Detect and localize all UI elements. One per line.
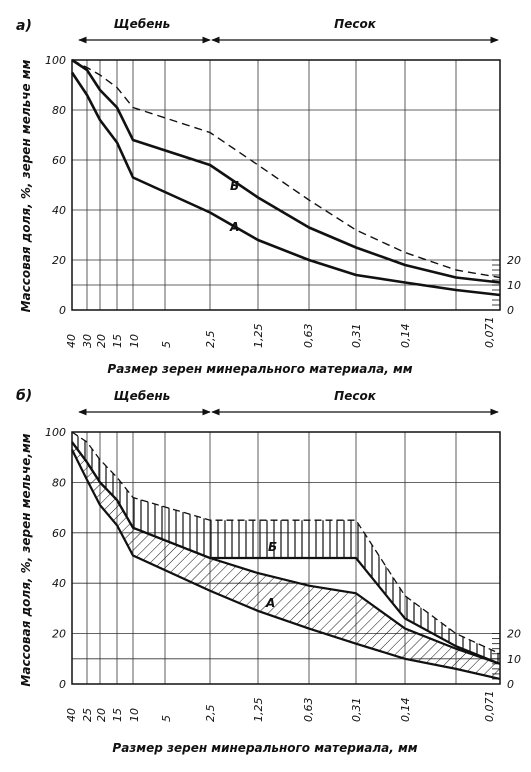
panel-b-ytick-0: 0 bbox=[59, 678, 66, 691]
panel-a-xtick-11: 0,071 bbox=[483, 317, 496, 349]
panel-b-frame bbox=[71, 431, 501, 685]
panel-a-xtick-6: 2,5 bbox=[204, 331, 217, 349]
panel-b-region-gravel: Щебень bbox=[114, 389, 170, 403]
panel-b-ytick-80: 80 bbox=[52, 476, 66, 489]
panel-b: б) Щебень Песок 0 20 40 60 80 100 0 10 2… bbox=[16, 388, 521, 755]
panel-a-ytick-20: 20 bbox=[52, 254, 66, 267]
panel-a-ytick-100: 100 bbox=[45, 54, 66, 67]
panel-a-y-axis-title: Массовая доля, %, зерен мельче мм bbox=[19, 59, 33, 312]
panel-a-xtick-4: 10 bbox=[128, 334, 141, 348]
panel-b-rtick-20: 20 bbox=[507, 628, 521, 641]
panel-b-label: б) bbox=[16, 388, 32, 404]
panel-a-ytick-0: 0 bbox=[59, 304, 66, 317]
panel-b-ytick-20: 20 bbox=[52, 628, 66, 641]
panel-a: а) Щебень Песок 0 20 40 60 80 100 0 10 2… bbox=[16, 17, 521, 376]
panel-b-xtick-0: 40 bbox=[65, 708, 78, 722]
panel-b-ytick-100: 100 bbox=[45, 426, 66, 439]
panel-b-right-ticks: 0 10 20 bbox=[507, 628, 521, 691]
panel-a-curves bbox=[70, 58, 501, 297]
panel-a-xtick-3: 15 bbox=[111, 334, 124, 348]
panel-a-x-ticks: 40 30 20 15 10 5 2,5 1,25 0,63 0,31 0,14… bbox=[65, 317, 496, 349]
panel-a-xtick-5: 5 bbox=[160, 341, 173, 348]
panel-b-xtick-11: 0,071 bbox=[483, 691, 496, 723]
panel-b-band-a-lower-line bbox=[71, 449, 501, 681]
panel-a-curve-label-a: А bbox=[229, 220, 239, 234]
panel-a-region-sand: Песок bbox=[334, 17, 377, 31]
panel-b-rtick-10: 10 bbox=[507, 653, 521, 666]
panel-a-region-gravel: Щебень bbox=[114, 17, 170, 31]
panel-b-xtick-1: 25 bbox=[81, 708, 94, 722]
panel-b-y-axis-title: Массовая доля, %, зерен мельче,мм bbox=[19, 433, 33, 686]
panel-b-xtick-5: 5 bbox=[160, 715, 173, 722]
panel-b-region-sand: Песок bbox=[334, 389, 377, 403]
panel-a-rtick-20: 20 bbox=[507, 254, 521, 267]
panel-b-xtick-7: 1,25 bbox=[252, 698, 265, 723]
panel-a-xtick-2: 20 bbox=[95, 334, 108, 348]
panel-b-ytick-40: 40 bbox=[52, 577, 66, 590]
panel-a-y-ticks: 0 20 40 60 80 100 bbox=[45, 54, 66, 317]
panel-a-ytick-60: 60 bbox=[52, 154, 66, 167]
panel-b-band-label-b: Б bbox=[268, 540, 277, 554]
panel-a-xtick-8: 0,63 bbox=[302, 324, 315, 349]
panel-b-x-ticks: 40 25 20 15 10 5 2,5 1,25 0,63 0,31 0,14… bbox=[65, 691, 496, 723]
panel-a-series-dashed-line bbox=[71, 59, 501, 279]
panel-b-xtick-8: 0,63 bbox=[302, 698, 315, 723]
panel-a-x-axis-title: Размер зерен минерального материала, мм bbox=[107, 362, 412, 376]
panel-a-curve-label-b: Б bbox=[230, 179, 239, 193]
panel-b-xtick-6: 2,5 bbox=[204, 705, 217, 723]
panel-b-band-b-area bbox=[72, 432, 500, 664]
panel-a-series-a-line bbox=[70, 71, 501, 297]
panel-b-band-a-upper-line bbox=[71, 441, 501, 665]
panel-a-rtick-10: 10 bbox=[507, 279, 521, 292]
panel-b-xtick-2: 20 bbox=[95, 708, 108, 722]
panel-a-xtick-7: 1,25 bbox=[252, 324, 265, 349]
panel-a-rtick-0: 0 bbox=[507, 304, 514, 317]
panel-a-xtick-10: 0,14 bbox=[399, 324, 412, 349]
panel-a-xtick-0: 40 bbox=[65, 334, 78, 348]
panel-b-rtick-0: 0 bbox=[507, 678, 514, 691]
panel-b-band-a-area bbox=[72, 442, 500, 679]
panel-b-xtick-10: 0,14 bbox=[399, 698, 412, 723]
panel-a-ytick-80: 80 bbox=[52, 104, 66, 117]
panel-a-frame bbox=[71, 59, 501, 311]
panel-a-xtick-1: 30 bbox=[81, 334, 94, 348]
panel-b-xtick-4: 10 bbox=[128, 708, 141, 722]
panel-b-y-ticks: 0 20 40 60 80 100 bbox=[45, 426, 66, 691]
panel-a-ytick-40: 40 bbox=[52, 204, 66, 217]
panel-a-series-b-line bbox=[71, 58, 501, 284]
panel-b-band-label-a: А bbox=[265, 596, 275, 610]
panel-b-x-axis-title: Размер зерен минерального материала, мм bbox=[112, 741, 417, 755]
panel-a-right-ticks: 0 10 20 bbox=[507, 254, 521, 317]
panel-b-xtick-9: 0,31 bbox=[350, 698, 363, 723]
panel-a-label: а) bbox=[16, 18, 32, 34]
panel-b-bands bbox=[71, 431, 501, 681]
panel-b-ytick-60: 60 bbox=[52, 527, 66, 540]
panel-b-xtick-3: 15 bbox=[111, 708, 124, 722]
panel-b-band-b-upper-line bbox=[71, 431, 501, 655]
panel-a-xtick-9: 0,31 bbox=[350, 324, 363, 349]
